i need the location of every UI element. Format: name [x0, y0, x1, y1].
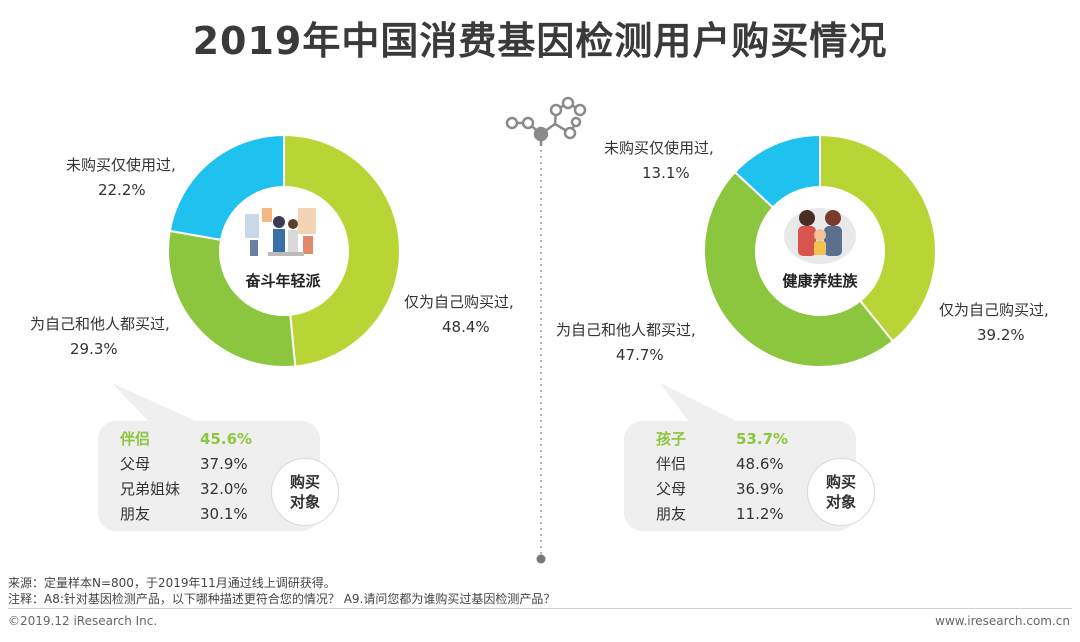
purchase-target-row: 朋友 11.2% [656, 505, 784, 523]
bubble-pointer-left [112, 383, 200, 423]
slice-self-and-others [703, 170, 895, 368]
label-used-only-parents: 未购买仅使用过, 13.1% [604, 139, 714, 182]
label-self-only-young: 仅为自己购买过, 48.4% [404, 293, 514, 336]
slice-self-only [819, 133, 937, 343]
purchase-target-badge-young: 购买 对象 [271, 458, 339, 526]
annotation-note: 注释：A8:针对基因检测产品，以下哪种描述更符合您的情况？ A9.请问您都为谁购… [8, 592, 556, 606]
label-self-only-parents: 仅为自己购买过, 39.2% [939, 301, 1049, 344]
donut-chart-parents [703, 133, 937, 368]
purchase-target-badge-parents: 购买 对象 [807, 458, 875, 526]
slice-self-and-others [167, 229, 297, 368]
purchase-target-row: 伴侣 48.6% [656, 455, 784, 473]
label-self-and-others-parents: 为自己和他人都买过, 47.7% [556, 321, 696, 364]
purchase-target-row: 朋友 30.1% [120, 505, 248, 523]
purchase-target-row: 伴侣 45.6% [120, 430, 253, 448]
slice-used-only [733, 133, 821, 209]
purchase-target-row: 父母 36.9% [656, 480, 784, 498]
bubble-pointer-right [660, 383, 740, 423]
purchase-target-row: 孩子 53.7% [656, 430, 789, 448]
slice-used-only [168, 133, 285, 242]
family-illustration [784, 208, 856, 264]
slice-self-only [283, 133, 401, 368]
divider-end-dot [536, 554, 546, 564]
copyright: ©2019.12 iResearch Inc. [8, 614, 158, 628]
purchase-target-row: 父母 37.9% [120, 455, 248, 473]
purchase-target-row: 兄弟姐妹 32.0% [120, 480, 248, 498]
molecule-icon [505, 96, 587, 146]
source-note: 来源：定量样本N=800，于2019年11月通过线上调研获得。 [8, 576, 336, 590]
footer-divider [8, 608, 1072, 609]
segment-name-parents: 健康养娃族 [782, 272, 858, 290]
young-strivers-illustration [245, 208, 316, 256]
label-used-only-young: 未购买仅使用过, 22.2% [66, 156, 176, 199]
website: www.iresearch.com.cn [935, 614, 1070, 628]
chart-title: 2019年中国消费基因检测用户购买情况 [192, 19, 888, 63]
segment-name-young: 奋斗年轻派 [245, 272, 321, 290]
label-self-and-others-young: 为自己和他人都买过, 29.3% [30, 315, 170, 358]
